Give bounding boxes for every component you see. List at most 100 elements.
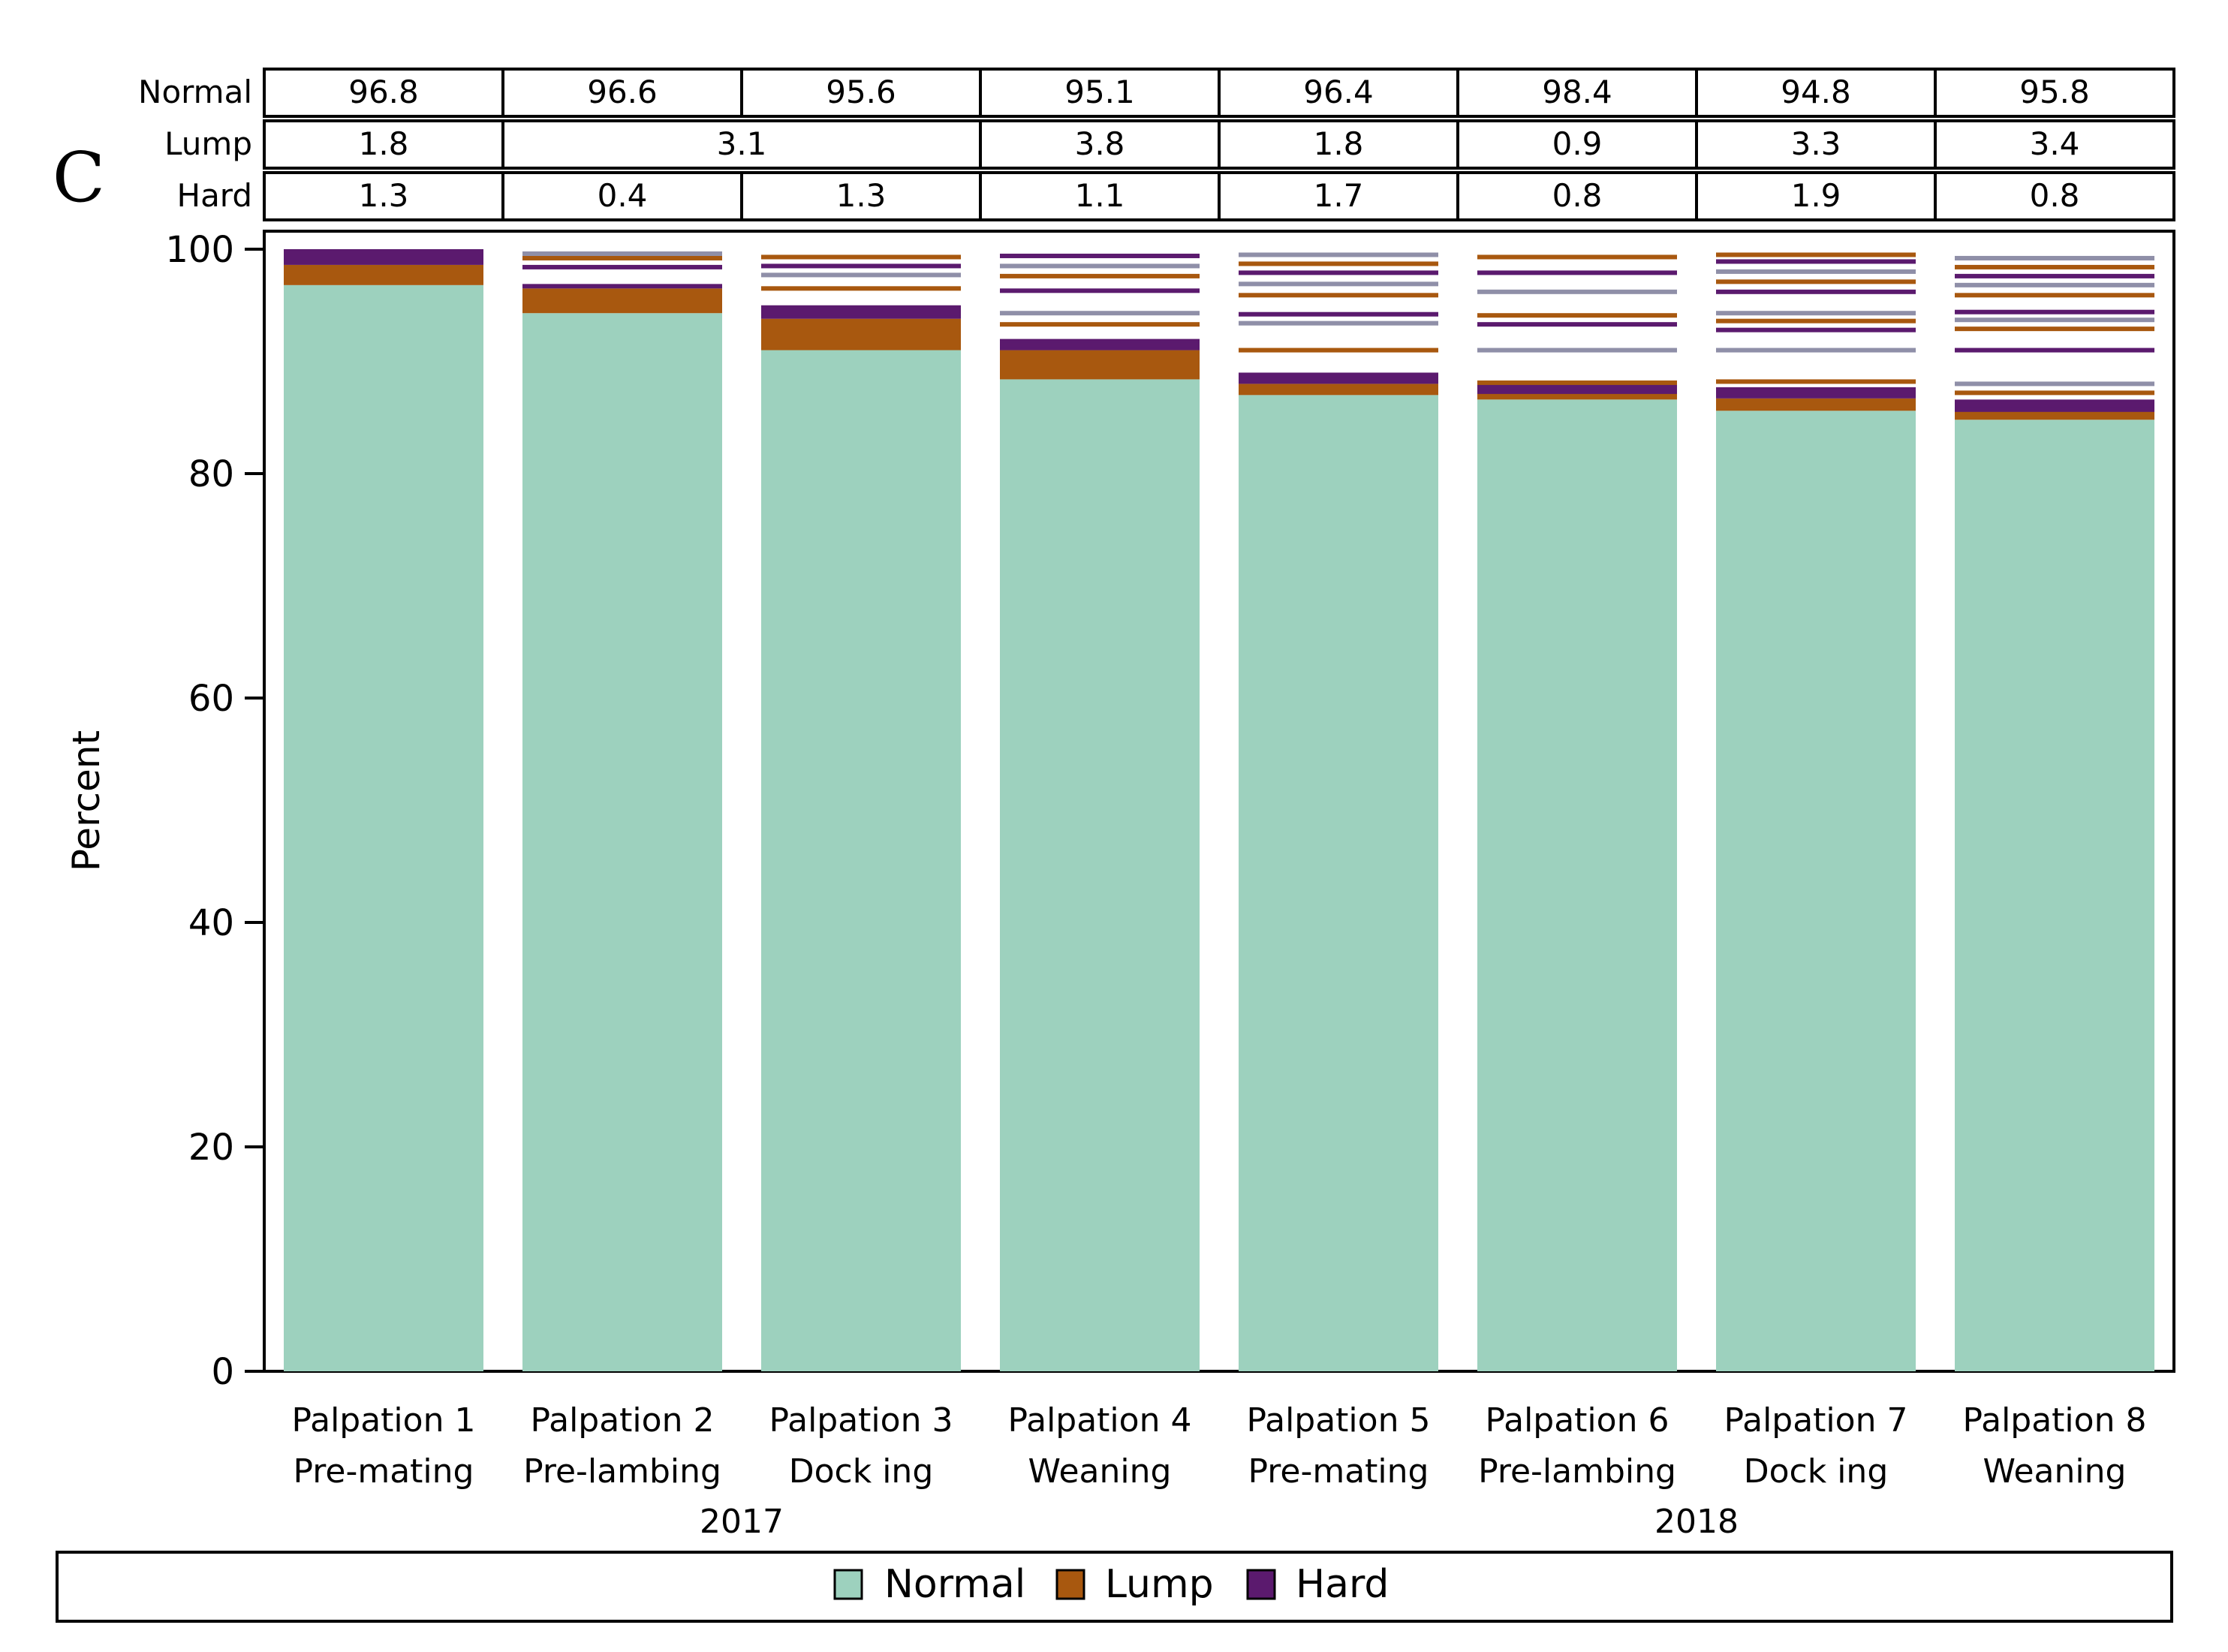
table-cell: [1695, 68, 1937, 118]
x-label-line1: Palpation 4: [1008, 1401, 1192, 1440]
legend-label-normal: Normal: [884, 1562, 1025, 1607]
table-cell-value: 3.3: [1791, 125, 1841, 162]
bar-stripe-5-6: [1239, 281, 1438, 287]
bar-normal-8: [1955, 420, 2154, 1371]
bar-stripe-3-5: [761, 254, 961, 260]
bar-stripe-2-2: [522, 255, 722, 260]
bar-stripe-6-4: [1477, 322, 1677, 327]
y-tick-label: 60: [188, 678, 234, 720]
legend: Normal Lump Hard: [56, 1551, 2173, 1623]
x-label-line2: Pre-mating: [1248, 1452, 1429, 1491]
bars: [284, 249, 2154, 1372]
x-label-line1: Palpation 3: [769, 1401, 953, 1440]
x-axis: Palpation 1 Pre-mating Palpation 2 Pre-lamb…: [292, 1401, 2147, 1541]
bar-stripe-7-3: [1716, 348, 1916, 353]
legend-box: [56, 1551, 2173, 1623]
bar-stripe-5-8: [1239, 261, 1438, 266]
table-cell: [263, 119, 504, 170]
table-cell-value: 1.3: [836, 177, 887, 214]
bar-lump-7: [1716, 398, 1916, 411]
bar-stripe-8-5: [1955, 326, 2154, 332]
bar-stripe-8-3: [1955, 381, 2154, 387]
bar-stripe-8-4: [1955, 348, 2154, 353]
bar-lump-3: [761, 318, 961, 351]
table-cell: [979, 171, 1221, 221]
table-cell-value: 94.8: [1781, 74, 1851, 110]
table-cell-value: 1.7: [1314, 177, 1364, 214]
x-label-line2: Pre-lambing: [1478, 1452, 1676, 1491]
bar-stripe-5-5: [1239, 293, 1438, 298]
x-label-line2: Dock ing: [789, 1452, 934, 1491]
table-cell: [1934, 171, 2175, 221]
bar-stripe-6-3: [1477, 348, 1677, 353]
legend-swatch-normal: [833, 1569, 863, 1600]
bar-stripe-7-2: [1716, 379, 1916, 384]
bar-stripe-8-9: [1955, 282, 2154, 287]
bar-stripe-6-1: [1477, 389, 1677, 394]
plot-frame: [263, 230, 2175, 1373]
table-cell-value: 95.8: [2019, 74, 2090, 110]
table-row-label: Hard: [176, 177, 252, 214]
bar-lump-1: [284, 264, 483, 285]
bar-stripe-7-7: [1716, 289, 1916, 294]
table-cell-value: 96.6: [587, 74, 658, 110]
bar-stripe-8-11: [1955, 264, 2154, 269]
legend-swatch-lump: [1055, 1569, 1085, 1600]
table-cell: [501, 68, 743, 118]
x-year-label: 2018: [1654, 1503, 1739, 1541]
bar-normal-2: [522, 313, 722, 1372]
table-cell: [501, 171, 743, 221]
panel-label: C: [53, 137, 105, 218]
bar-stripe-4-1: [1000, 342, 1200, 348]
bar-stripe-4-3: [1000, 311, 1200, 316]
bar-stripe-4-7: [1000, 253, 1200, 258]
table-cell: [740, 68, 982, 118]
x-year-label: 2017: [700, 1503, 784, 1541]
table-cell: [1456, 119, 1698, 170]
bar-stripe-8-2: [1955, 390, 2154, 396]
bar-stripe-6-2: [1477, 380, 1677, 385]
bar-stripe-4-5: [1000, 273, 1200, 278]
bar-stripe-7-9: [1716, 269, 1916, 274]
bar-stripe-8-1: [1955, 407, 2154, 412]
table-cell: [1218, 171, 1459, 221]
legend-swatch-hard: [1246, 1569, 1276, 1600]
table-cell: [501, 119, 982, 170]
x-label-line1: Palpation 6: [1486, 1401, 1669, 1440]
table-cell: [1456, 171, 1698, 221]
bar-normal-6: [1477, 399, 1677, 1371]
table-cell-value: 3.1: [717, 125, 767, 162]
bar-lump-5: [1239, 384, 1438, 396]
bar-normal-7: [1716, 411, 1916, 1371]
y-tick-label: 100: [165, 229, 234, 271]
bar-stripe-8-8: [1955, 293, 2154, 298]
bar-stripe-3-4: [761, 263, 961, 269]
y-axis-label: Percent: [65, 730, 108, 871]
bar-lump-8: [1955, 411, 2154, 420]
bar-stripe-3-1: [761, 311, 961, 316]
x-label-line1: Palpation 2: [531, 1401, 715, 1440]
bar-normal-4: [1000, 379, 1200, 1371]
bar-stripe-8-7: [1955, 309, 2154, 314]
table-cell-value: 0.4: [598, 177, 648, 214]
x-label-line1: Palpation 1: [292, 1401, 476, 1440]
table-cell-value: 96.4: [1303, 74, 1374, 110]
x-label-line2: Pre-mating: [294, 1452, 474, 1491]
table-cell-value: 0.8: [2030, 177, 2080, 214]
bar-hard-2: [522, 284, 722, 289]
x-label-line2: Dock ing: [1744, 1452, 1889, 1491]
bar-stripe-6-7: [1477, 270, 1677, 275]
table-cell-value: 3.4: [2030, 125, 2080, 162]
bar-stripe-3-3: [761, 272, 961, 278]
table-cell-value: 0.8: [1552, 177, 1603, 214]
bar-stripe-2-1: [522, 264, 722, 269]
y-axis: 0 20 40 60 80 100: [165, 229, 264, 1393]
table-cell: [1456, 68, 1698, 118]
bar-hard-1: [284, 249, 483, 265]
y-tick-label: 40: [188, 902, 234, 944]
table-cell: [1695, 171, 1937, 221]
x-label-line2: Weaning: [1028, 1452, 1172, 1491]
table-cell-value: 1.8: [359, 125, 409, 162]
y-tick-label: 0: [211, 1351, 234, 1393]
table-cell-value: 95.6: [826, 74, 896, 110]
